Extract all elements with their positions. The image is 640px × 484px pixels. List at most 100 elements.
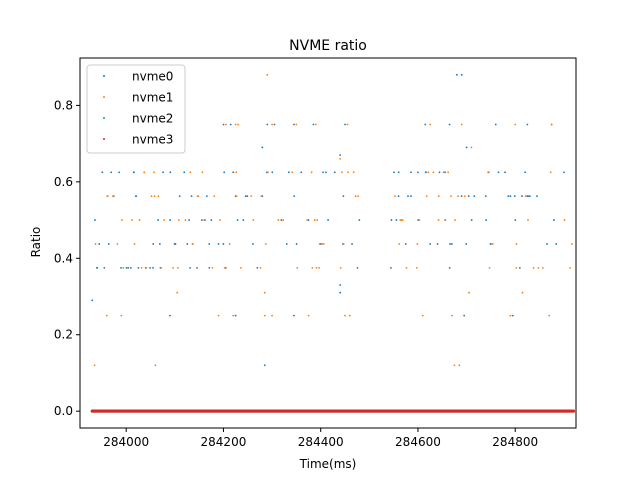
nvme1-point — [563, 219, 566, 221]
nvme1-point — [488, 266, 491, 269]
nvme0-point — [390, 266, 392, 269]
legend-marker-nvme0 — [103, 75, 105, 77]
nvme1-point — [569, 266, 572, 269]
nvme1-point — [339, 266, 342, 269]
nvme0-point — [339, 284, 342, 286]
nvme0-point — [514, 219, 517, 221]
nvme1-point — [340, 171, 343, 174]
nvme0-point — [448, 266, 451, 269]
x-tick-label: 284200 — [201, 435, 247, 449]
nvme0-point — [553, 219, 555, 221]
nvme0-point — [162, 171, 165, 174]
nvme0-point — [489, 243, 492, 245]
y-tick-label: 0.6 — [54, 175, 73, 189]
nvme0-point — [273, 123, 276, 126]
nvme1-point — [260, 195, 263, 198]
nvme0-point — [300, 171, 303, 174]
nvme1-point — [418, 219, 421, 221]
nvme0-point — [407, 195, 409, 198]
y-tick-label: 0.2 — [54, 328, 73, 342]
nvme1-point — [318, 266, 321, 269]
nvme0-point — [196, 266, 198, 269]
nvme1-point — [549, 171, 552, 174]
nvme1-point — [116, 243, 119, 245]
nvme0-point — [342, 195, 345, 198]
nvme0-point — [312, 123, 315, 126]
nvme0-point — [178, 195, 181, 198]
nvme0-point — [528, 195, 531, 198]
nvme0-point — [222, 243, 225, 245]
nvme1-point — [213, 195, 216, 198]
nvme0-point — [242, 219, 245, 221]
nvme0-point — [465, 243, 468, 245]
nvme1-point — [112, 195, 114, 198]
nvme1-point — [228, 243, 231, 245]
nvme1-point — [352, 171, 355, 174]
nvme0-point — [339, 154, 342, 156]
nvme0-point — [224, 266, 227, 269]
nvme1-point — [398, 243, 401, 245]
chart-title: NVME ratio — [289, 38, 367, 54]
nvme1-point — [211, 266, 214, 269]
nvme0-point — [236, 219, 239, 221]
nvme1-point — [176, 291, 179, 294]
nvme0-point — [91, 299, 94, 302]
nvme1-point — [515, 243, 518, 245]
nvme0-point — [110, 171, 113, 174]
nvme0-point — [410, 171, 412, 174]
nvme0-point — [333, 171, 336, 174]
nvme1-point — [454, 219, 456, 221]
legend-marker-nvme2 — [103, 117, 105, 119]
nvme0-point — [280, 219, 283, 221]
nvme0-point — [217, 243, 220, 245]
nvme1-point — [120, 314, 123, 317]
nvme1-point — [316, 219, 319, 221]
nvme0-point — [101, 171, 104, 174]
nvme1-point — [266, 73, 269, 76]
nvme1-point — [311, 266, 314, 269]
nvme1-point — [163, 219, 166, 221]
nvme1-point — [282, 219, 285, 221]
nvme0-point — [152, 266, 154, 269]
nvme1-point — [537, 266, 540, 269]
nvme0-point — [201, 219, 203, 221]
nvme0-point — [509, 195, 512, 198]
nvme0-point — [174, 243, 177, 245]
nvme0-point — [244, 195, 247, 198]
axis-ticks: 284000 284200 284400 284600 284800 0.0 0.2 0.4 0… — [54, 98, 538, 449]
nvme1-point — [219, 219, 221, 221]
nvme0-point — [287, 171, 290, 174]
nvme0-point — [397, 195, 400, 198]
legend-label-nvme2: nvme2 — [132, 112, 173, 126]
nvme1-point — [263, 314, 266, 317]
nvme1-point — [140, 266, 143, 269]
nvme1-point — [153, 171, 155, 174]
nvme1-point — [527, 219, 529, 221]
nvme1-point — [154, 364, 157, 367]
nvme0-point — [125, 266, 128, 269]
nvme0-point — [252, 243, 254, 245]
legend-label-nvme3: nvme3 — [132, 133, 173, 147]
nvme1-point — [138, 219, 141, 221]
nvme0-point — [484, 195, 487, 198]
nvme1-point — [252, 219, 255, 221]
nvme1-point — [313, 219, 316, 221]
nvme1-point — [399, 219, 402, 221]
nvme1-point — [348, 314, 351, 317]
nvme1-point — [421, 314, 424, 317]
nvme1-point — [307, 314, 310, 317]
nvme1-point — [491, 243, 494, 245]
nvme0-point — [261, 146, 264, 149]
nvme0-point — [467, 195, 470, 198]
nvme0-point — [521, 195, 523, 198]
nvme0-point — [455, 73, 458, 76]
nvme1-point — [234, 123, 237, 126]
nvme0-point — [449, 243, 451, 245]
x-tick-label: 284000 — [103, 435, 149, 449]
nvme1-point — [131, 219, 133, 221]
nvme0-point — [470, 219, 473, 221]
nvme0-point — [118, 171, 121, 174]
x-tick-label: 284800 — [492, 435, 538, 449]
nvme0-point — [246, 195, 249, 198]
